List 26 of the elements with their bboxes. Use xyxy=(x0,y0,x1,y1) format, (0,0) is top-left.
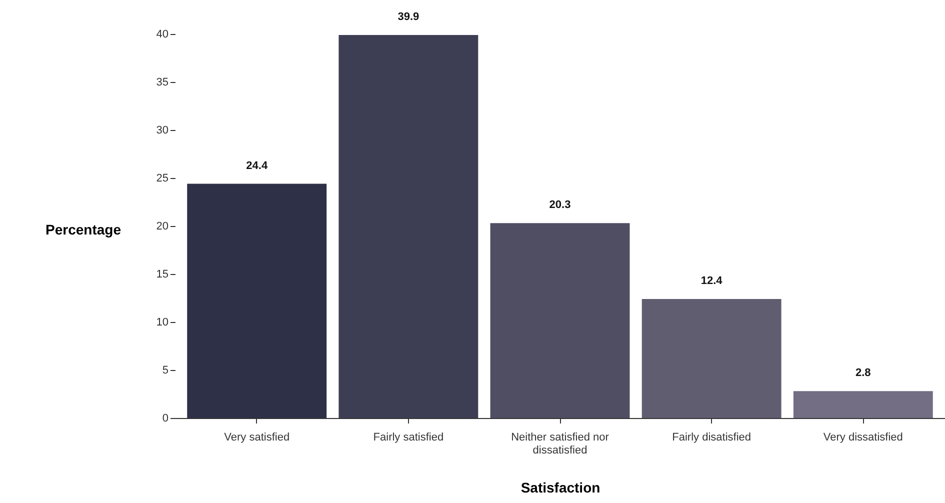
data-label: 2.8 xyxy=(856,367,871,380)
bar xyxy=(490,223,630,418)
y-tick-label: 25 xyxy=(156,172,168,184)
x-tick-label: Very dissatisfied xyxy=(823,432,903,444)
y-tick-label: 0 xyxy=(162,412,168,424)
data-label: 12.4 xyxy=(700,274,724,287)
y-tick-label: 5 xyxy=(162,364,168,376)
y-axis-title: Percentage xyxy=(46,222,122,238)
bar xyxy=(338,34,478,418)
y-tick-label: 10 xyxy=(156,316,168,328)
x-tick-label: Neither satisfied nor dissatisfied xyxy=(511,432,610,456)
x-axis-title: Satisfaction xyxy=(520,480,600,496)
data-label: 39.9 xyxy=(398,10,420,23)
data-label: 24.4 xyxy=(246,160,268,172)
y-tick-label: 35 xyxy=(156,76,168,88)
bar xyxy=(793,391,933,418)
x-tick-label: Fairly satisfied xyxy=(373,432,444,444)
data-label: 20.3 xyxy=(549,199,571,212)
bar xyxy=(642,298,782,418)
x-tick-label: Very satisfied xyxy=(224,432,290,444)
bar xyxy=(187,184,327,418)
y-tick-label: 30 xyxy=(156,124,168,136)
y-tick-label: 40 xyxy=(156,28,168,40)
y-tick-label: 20 xyxy=(156,220,168,232)
y-tick-label: 15 xyxy=(156,268,168,280)
x-tick-label: Fairly disatisfied xyxy=(672,432,752,444)
